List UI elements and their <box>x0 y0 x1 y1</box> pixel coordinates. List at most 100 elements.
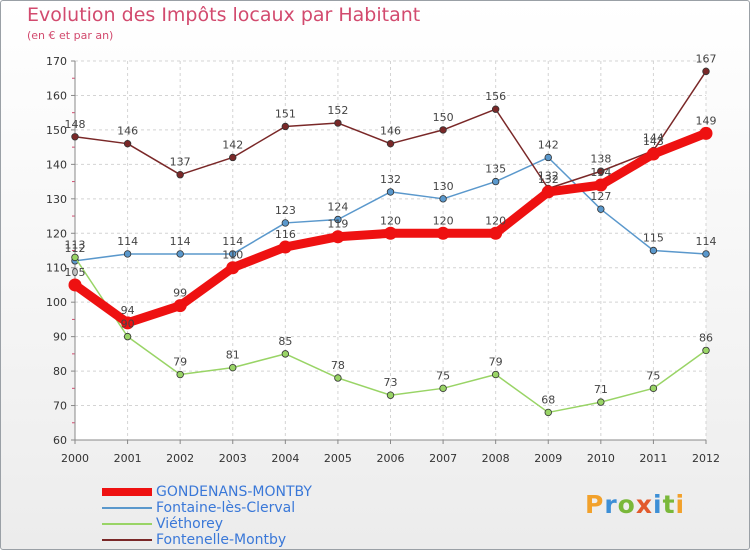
logo-letter: t <box>662 490 676 519</box>
data-point <box>173 299 187 313</box>
data-label: 79 <box>173 356 187 369</box>
data-label: 73 <box>384 376 398 389</box>
x-tick-label: 2011 <box>639 452 667 465</box>
legend-swatch <box>102 523 152 525</box>
data-label: 142 <box>222 138 243 151</box>
data-label: 114 <box>170 235 191 248</box>
chart-title: Evolution des Impôts locaux par Habitant <box>27 4 421 26</box>
data-label: 120 <box>485 214 506 227</box>
y-tick-label: 110 <box>46 262 67 275</box>
legend-label: Viéthorey <box>156 516 224 532</box>
data-label: 127 <box>590 190 611 203</box>
data-label: 134 <box>590 166 611 179</box>
data-label: 146 <box>117 125 138 138</box>
logo-letter: i <box>653 490 663 519</box>
data-point <box>123 250 132 258</box>
data-label: 78 <box>331 359 345 372</box>
x-tick-label: 2005 <box>324 452 352 465</box>
y-tick-label: 170 <box>46 55 67 68</box>
data-label: 137 <box>170 156 191 169</box>
legend-swatch <box>102 488 152 496</box>
x-tick-label: 2009 <box>534 452 562 465</box>
y-tick-label: 80 <box>53 365 67 378</box>
data-point <box>278 240 292 254</box>
data-point <box>176 370 184 379</box>
data-label: 123 <box>275 204 296 217</box>
data-point <box>386 188 395 196</box>
y-tick-label: 130 <box>46 193 67 206</box>
data-point <box>71 133 79 141</box>
data-point <box>68 278 82 292</box>
data-label: 124 <box>327 200 348 213</box>
data-label: 132 <box>380 173 401 186</box>
data-point <box>489 226 503 240</box>
data-label: 120 <box>433 214 454 227</box>
data-point <box>123 139 132 148</box>
data-label: 135 <box>485 163 506 176</box>
data-point <box>439 126 447 134</box>
y-tick-label: 150 <box>46 124 67 137</box>
y-tick-label: 60 <box>53 434 67 447</box>
x-tick-label: 2008 <box>482 452 510 465</box>
y-tick-label: 90 <box>53 331 67 344</box>
data-label: 85 <box>278 335 292 348</box>
data-point <box>226 261 240 275</box>
data-point <box>229 250 237 258</box>
data-point <box>121 316 135 330</box>
data-label: 112 <box>65 242 86 255</box>
data-label: 86 <box>699 331 713 344</box>
data-label: 79 <box>489 356 503 369</box>
data-label: 105 <box>65 266 86 279</box>
data-label: 110 <box>222 249 243 262</box>
logo-letter: P <box>585 490 605 519</box>
data-point <box>597 167 605 175</box>
x-tick-label: 2001 <box>114 452 142 465</box>
data-label: 120 <box>380 214 401 227</box>
logo-letter: x <box>635 490 653 519</box>
logo-letter: i <box>675 490 686 519</box>
data-label: 113 <box>65 238 86 251</box>
legend-label: Fontenelle-Montby <box>156 532 287 548</box>
data-point <box>597 398 605 406</box>
data-point <box>229 363 237 372</box>
data-label: 132 <box>538 169 559 182</box>
data-point <box>649 384 658 393</box>
data-label: 143 <box>643 135 664 148</box>
proxiti-logo: Proxiti <box>585 490 685 519</box>
data-label: 148 <box>65 118 86 131</box>
data-point <box>646 147 660 161</box>
data-point <box>334 215 342 224</box>
data-label: 130 <box>433 180 454 193</box>
data-label: 68 <box>541 393 555 406</box>
data-point <box>439 195 447 203</box>
x-tick-label: 2003 <box>219 452 247 465</box>
data-point <box>281 219 290 227</box>
data-label: 75 <box>646 369 660 382</box>
x-tick-label: 2012 <box>692 452 720 465</box>
data-point <box>597 205 605 213</box>
data-label: 115 <box>643 232 664 245</box>
y-tick-label: 100 <box>46 296 67 309</box>
x-tick-label: 2010 <box>587 452 615 465</box>
data-point <box>699 126 713 140</box>
data-point <box>702 346 710 355</box>
data-point <box>176 250 184 258</box>
data-point <box>331 230 345 244</box>
data-point <box>176 170 184 179</box>
data-point <box>386 391 395 399</box>
data-label: 114 <box>696 235 717 248</box>
data-point <box>702 67 710 76</box>
data-point <box>491 177 500 186</box>
data-label: 75 <box>436 369 450 382</box>
data-label: 94 <box>121 304 135 317</box>
chart-subtitle: (en € et par an) <box>27 29 114 42</box>
data-label: 146 <box>380 125 401 138</box>
data-point <box>281 122 290 131</box>
data-point <box>544 408 552 417</box>
x-tick-label: 2006 <box>377 452 405 465</box>
data-label: 114 <box>117 235 138 248</box>
logo-letter: r <box>604 490 618 519</box>
data-label: 132 <box>538 173 559 186</box>
data-label: 138 <box>590 152 611 165</box>
